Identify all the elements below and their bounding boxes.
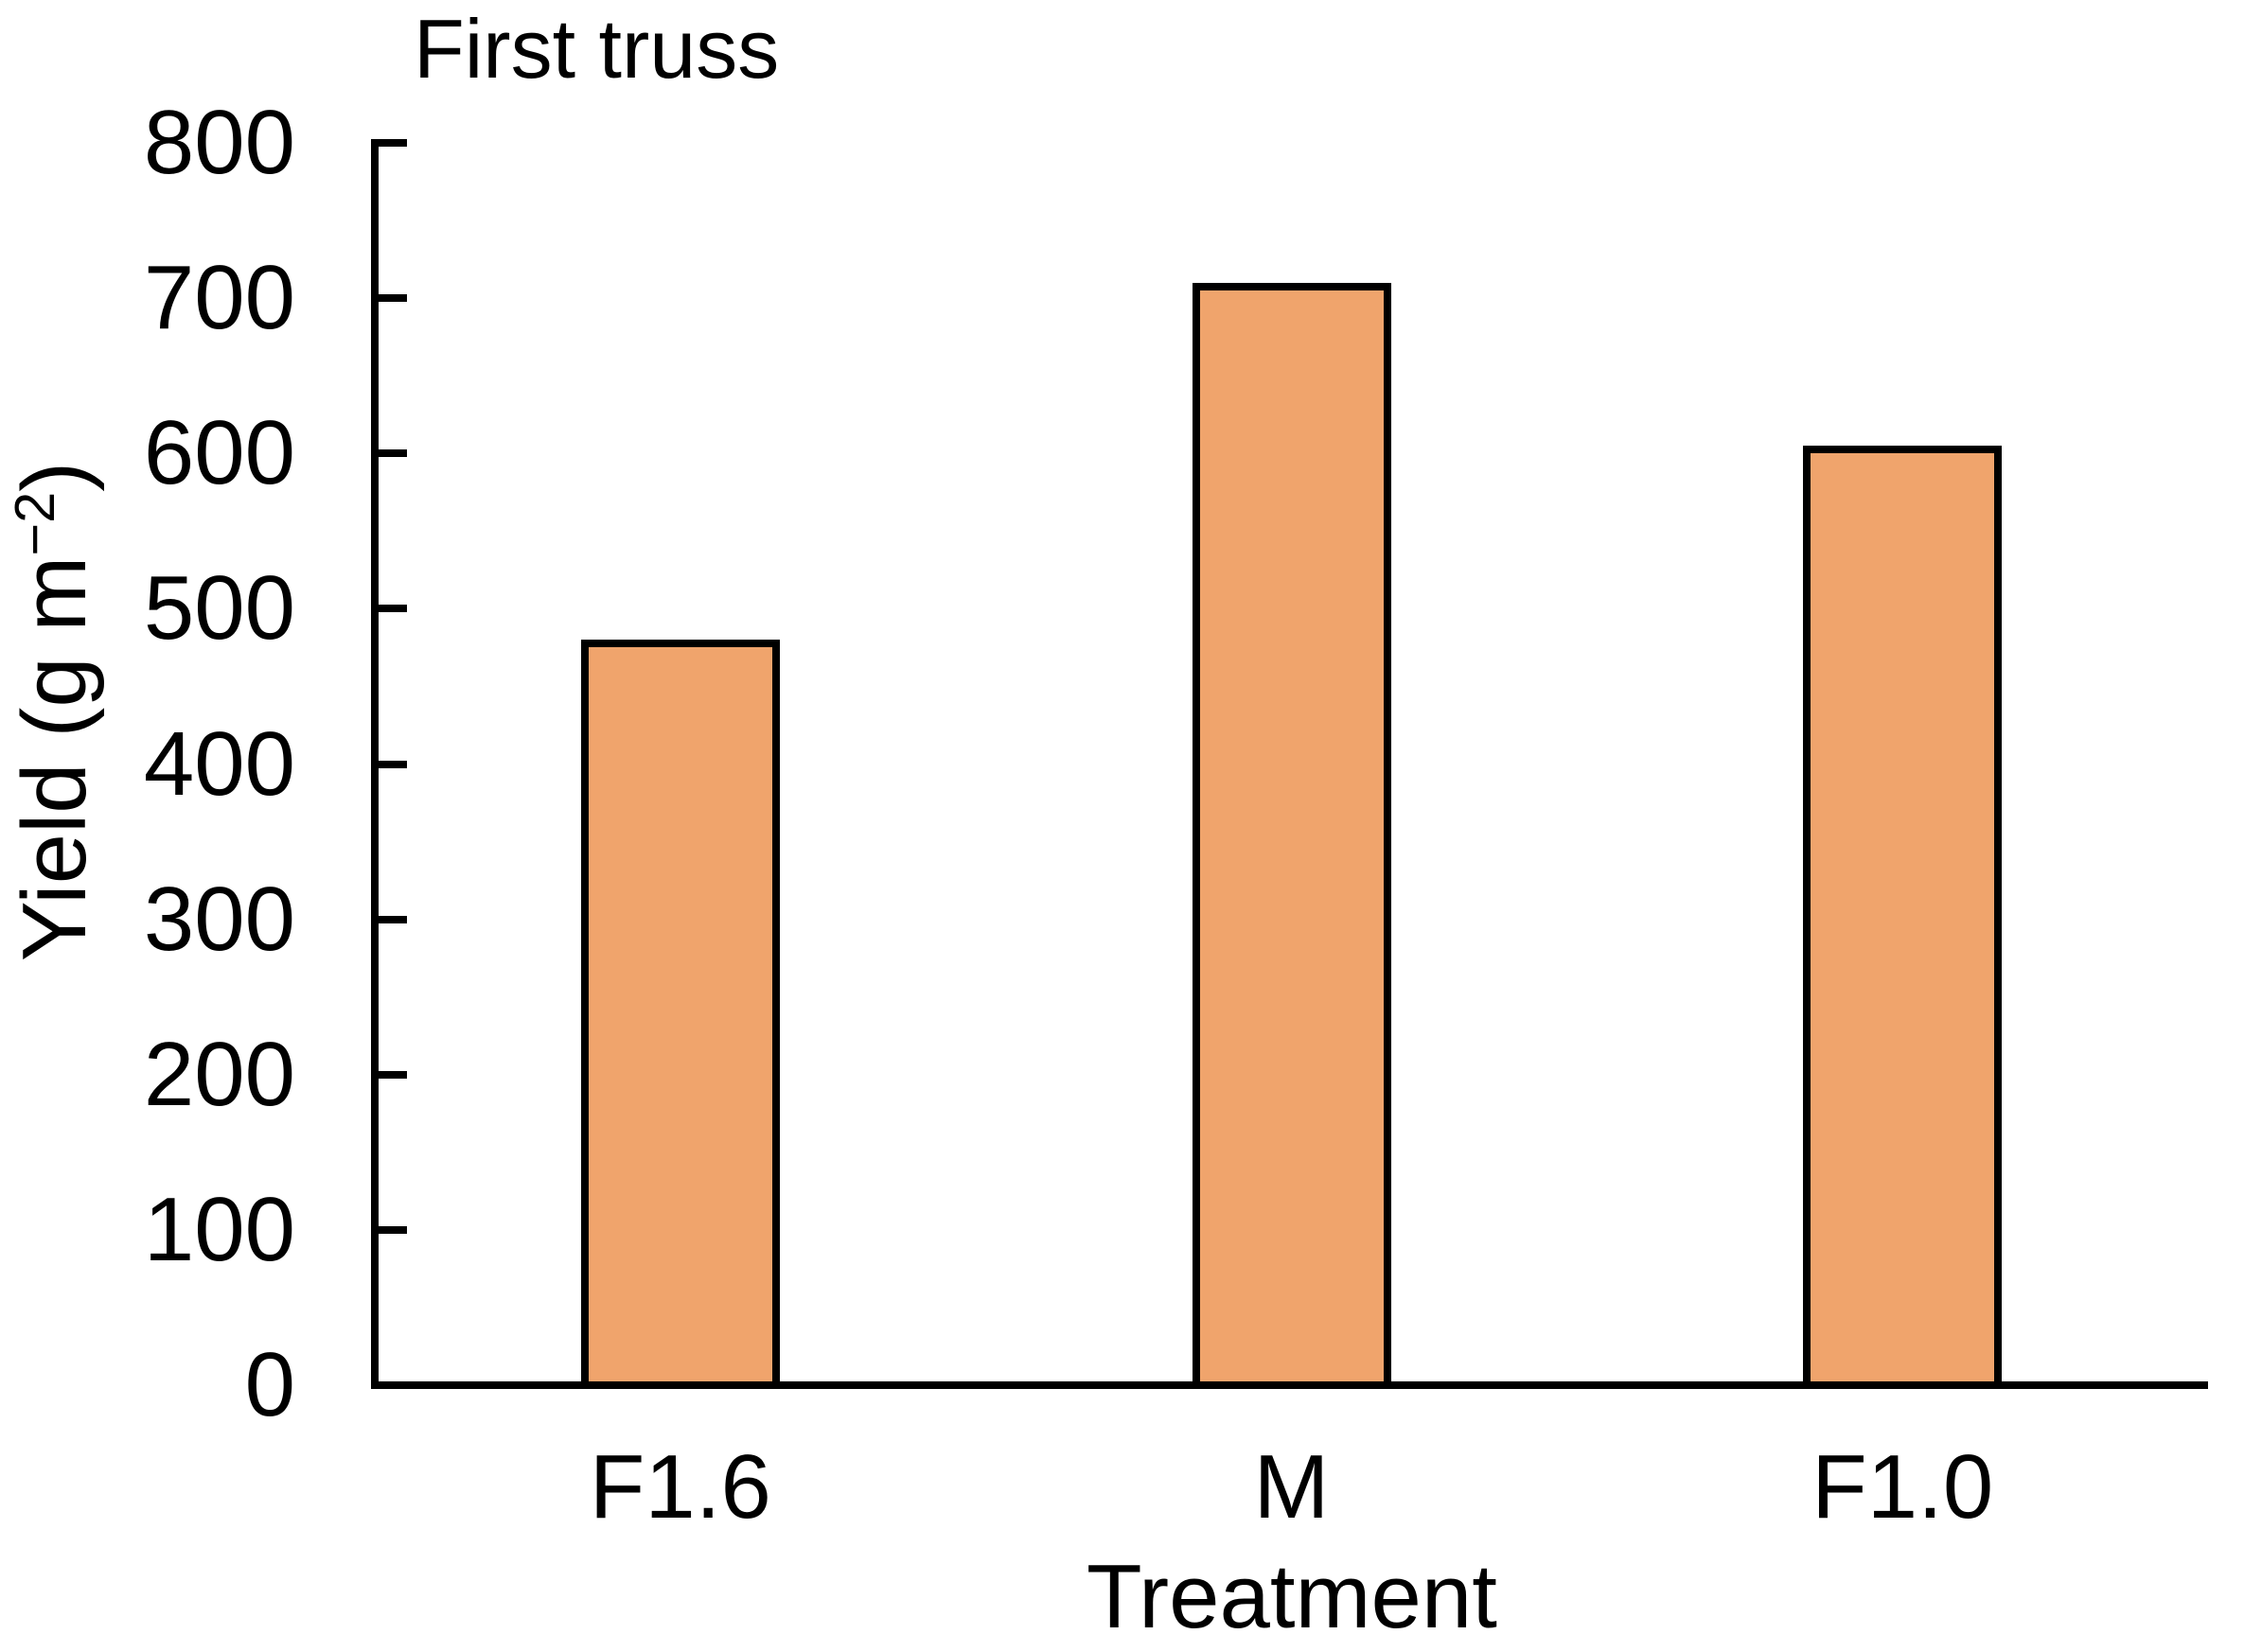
- x-axis-label: Treatment: [1087, 1546, 1497, 1647]
- y-tick-mark-0: [379, 1381, 407, 1389]
- y-tick-label-100: 100: [143, 1178, 295, 1280]
- x-category-label-f1-0: F1.0: [1811, 1436, 1994, 1538]
- bar-m: [1192, 282, 1391, 1389]
- x-category-label-f1-6: F1.6: [589, 1436, 771, 1538]
- y-tick-mark-600: [379, 449, 407, 458]
- x-category-label-m: M: [1253, 1436, 1330, 1538]
- y-axis-label-superscript: −2: [3, 491, 66, 556]
- y-tick-label-400: 400: [143, 712, 295, 815]
- y-tick-label-300: 300: [143, 868, 295, 970]
- bar-f1-0: [1803, 446, 2003, 1389]
- y-tick-label-500: 500: [143, 557, 295, 659]
- bar-f1-6: [580, 640, 780, 1389]
- y-tick-label-700: 700: [143, 247, 295, 349]
- y-tick-mark-100: [379, 1225, 407, 1234]
- y-tick-label-800: 800: [143, 92, 295, 193]
- y-tick-label-600: 600: [143, 402, 295, 504]
- y-tick-mark-300: [379, 915, 407, 923]
- chart-title: First truss: [414, 2, 780, 96]
- y-tick-mark-800: [379, 139, 407, 147]
- y-tick-label-200: 200: [143, 1023, 295, 1125]
- x-axis-line: [371, 1381, 2208, 1389]
- y-tick-mark-400: [379, 760, 407, 768]
- y-tick-mark-200: [379, 1070, 407, 1079]
- y-tick-mark-700: [379, 294, 407, 303]
- y-tick-mark-500: [379, 605, 407, 613]
- y-axis-line: [371, 139, 379, 1389]
- y-tick-label-0: 0: [244, 1334, 295, 1435]
